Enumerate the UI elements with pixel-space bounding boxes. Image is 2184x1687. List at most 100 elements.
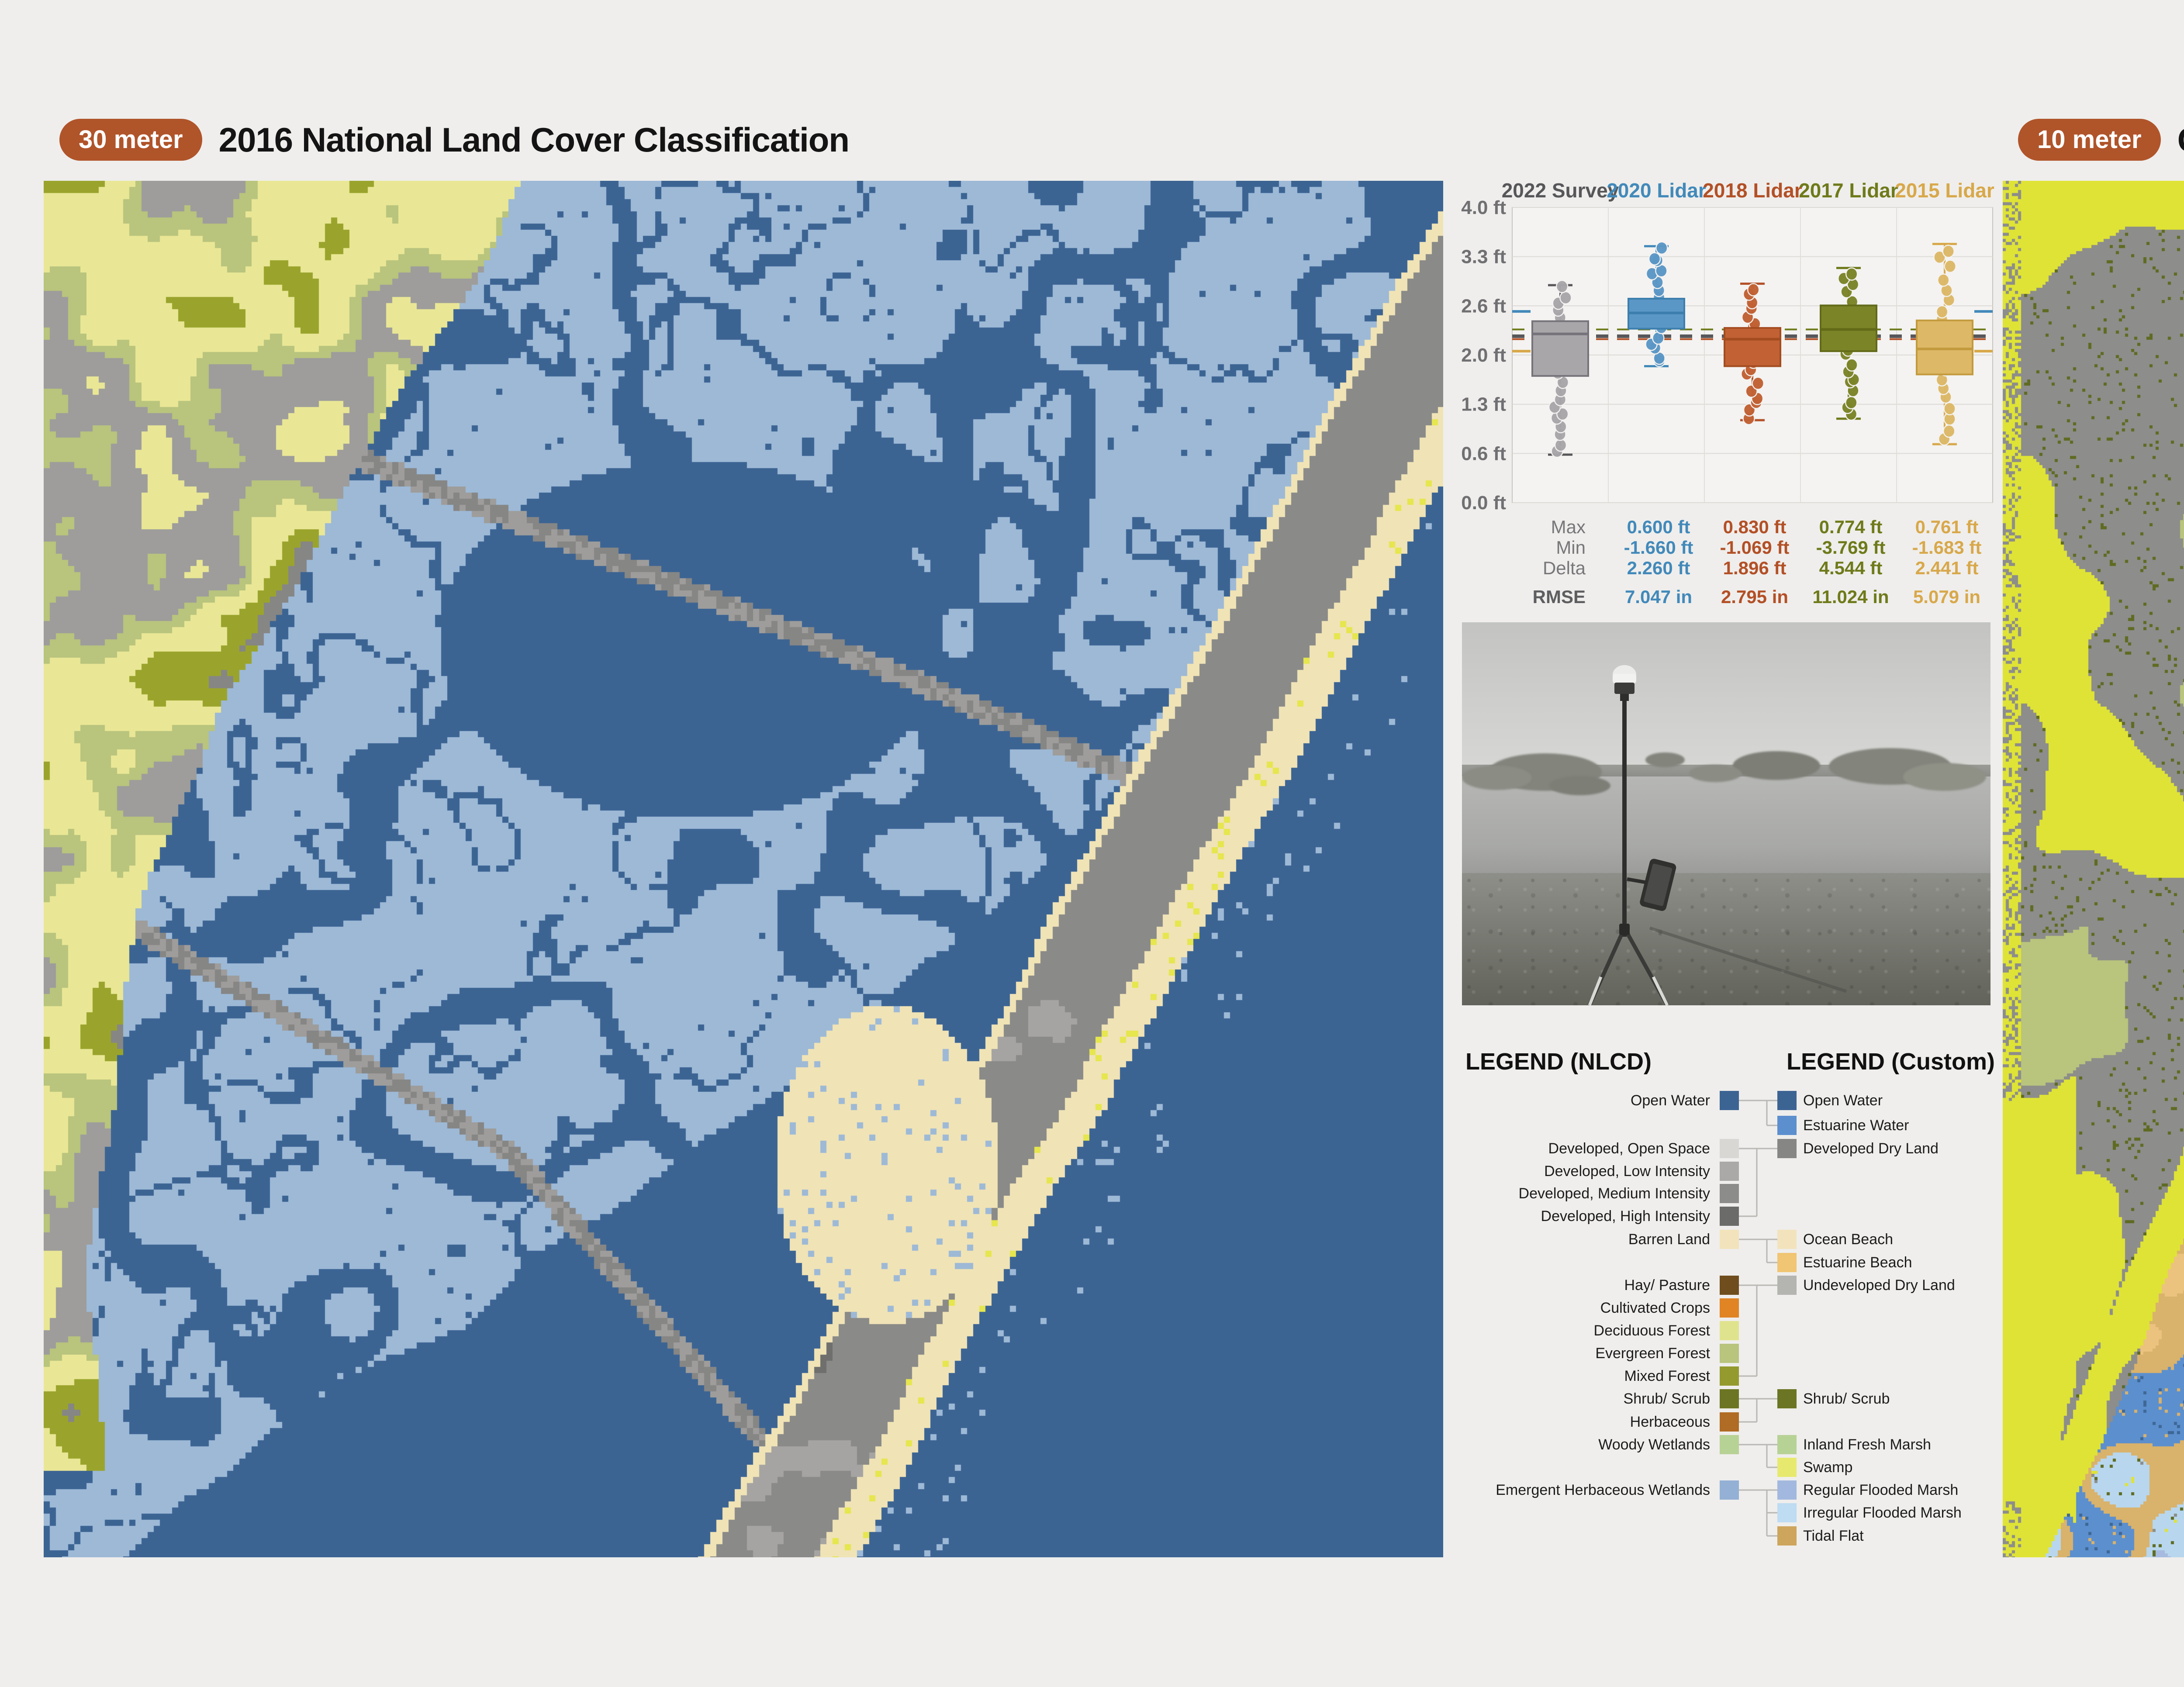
legend-custom-item: Regular Flooded Marsh [1455,1480,2001,1500]
legend-label: Cultivated Crops [1600,1300,1710,1316]
elevation-boxplot: 0.0 ft 0.6 ft 1.3 ft 2.0 ft 2.6 ft 3.3 ft 4.0 … [1455,175,2001,515]
stats-value: -1.660 ft [1624,537,1693,558]
legend-label: Shrub/ Scrub [1803,1390,1890,1407]
legend-swatch [1777,1139,1797,1158]
legend-label: Shrub/ Scrub [1623,1390,1710,1407]
legend-swatch [1777,1389,1797,1408]
legend-swatch [1777,1480,1797,1500]
legend-swatch [1777,1435,1797,1454]
legend-label: Open Water [1803,1092,1883,1109]
stats-row-label: RMSE [1532,586,1586,607]
photo-water [1462,776,1990,876]
y-axis-tick-label: 2.0 ft [1461,345,1506,366]
stats-value: 2.795 in [1721,586,1789,607]
nlcd-land-cover-map [44,181,1443,1557]
legend-nlcd-item: Emergent Herbaceous Wetlands [1455,1480,1743,1500]
box-2022-survey [1531,320,1589,377]
legend-swatch [1720,1230,1739,1249]
legend-swatch [1720,1091,1739,1110]
legend-label: Regular Flooded Marsh [1803,1482,1959,1498]
stats-value: -1.683 ft [1912,537,1982,558]
legend-nlcd-item: Mixed Forest [1455,1366,1743,1386]
field-survey-photo [1462,622,1990,1005]
legend-custom-item: Ocean Beach [1455,1230,2001,1249]
stats-table: Max 0.600 ft 0.830 ft 0.774 ft 0.761 ft Min -1… [1455,515,2001,620]
boxplot-series-header: 2017 Lidar [1799,179,1898,202]
legend-swatch [1720,1162,1739,1181]
legend-swatch [1777,1276,1797,1295]
nlcd-map-canvas [44,181,1443,1557]
stats-value: 1.896 ft [1723,558,1787,578]
stats-row-label: Delta [1542,558,1586,578]
y-axis-tick-label: 3.3 ft [1461,246,1506,268]
legend-block: LEGEND (NLCD) LEGEND (Custom) Open Water… [1455,1039,2001,1585]
right-panel-header: 10 meter Custom UAV Land Cover Classific… [2018,119,2184,161]
legend-label: Swamp [1803,1459,1853,1476]
stats-row-rmse: RMSE 7.047 in 2.795 in 11.024 in 5.079 in [1455,587,2001,607]
stats-value: 0.830 ft [1723,517,1787,537]
photo-sky [1462,622,1990,768]
stats-value: 2.260 ft [1627,558,1690,578]
legend-custom-item: Open Water [1455,1091,2001,1110]
legend-swatch [1777,1458,1797,1477]
legend-label: Herbaceous [1630,1414,1710,1430]
legend-custom-item: Estuarine Beach [1455,1253,2001,1272]
legend-custom-item: Estuarine Water [1455,1116,2001,1135]
legend-nlcd-item: Hay/ Pasture [1455,1276,1743,1295]
legend-nlcd-item: Developed, Medium Intensity [1455,1184,1743,1203]
legend-swatch [1720,1366,1739,1386]
legend-nlcd-item: Evergreen Forest [1455,1344,1743,1363]
legend-swatch [1777,1116,1797,1135]
stats-value: 11.024 in [1812,586,1889,607]
legend-swatch [1720,1344,1739,1363]
grass-clump [1549,776,1610,795]
legend-nlcd-title: LEGEND (NLCD) [1465,1049,1652,1075]
legend-nlcd-item: Developed, Open Space [1455,1139,1743,1158]
legend-label: Inland Fresh Marsh [1803,1436,1931,1453]
stats-row-delta: Delta 2.260 ft 1.896 ft 4.544 ft 2.441 ft [1455,558,2001,578]
stats-value: 7.047 in [1624,586,1693,607]
legend-custom-item: Undeveloped Dry Land [1455,1276,2001,1295]
stats-value: 5.079 in [1913,586,1981,607]
legend-swatch [1777,1091,1797,1110]
box-2015-lidar [1916,319,1973,376]
legend-label: Estuarine Beach [1803,1254,1912,1271]
y-axis-tick-label: 0.6 ft [1461,443,1506,464]
stats-value: -3.769 ft [1816,537,1886,558]
legend-nlcd-item: Developed, High Intensity [1455,1207,1743,1226]
right-panel-title: Custom UAV Land Cover Classification [2177,120,2184,160]
y-axis-tick-label: 4.0 ft [1461,197,1506,218]
legend-label: Open Water [1630,1092,1710,1109]
legend-label: Developed, Medium Intensity [1518,1185,1710,1202]
legend-swatch [1720,1435,1739,1454]
stats-value: -1.069 ft [1720,537,1790,558]
custom-uav-land-cover-map [2003,181,2184,1557]
legend-custom-item: Swamp [1455,1458,2001,1477]
legend-label: Estuarine Water [1803,1117,1909,1134]
legend-label: Hay/ Pasture [1624,1277,1710,1294]
legend-connector-lines [1739,1100,1777,1537]
legend-custom-item: Tidal Flat [1455,1526,2001,1546]
legend-custom-item: Shrub/ Scrub [1455,1389,2001,1408]
legend-swatch [1720,1207,1739,1226]
legend-label: Irregular Flooded Marsh [1803,1504,1962,1521]
legend-label: Ocean Beach [1803,1231,1894,1248]
legend-label: Woody Wetlands [1598,1436,1710,1453]
stats-row-min: Min -1.660 ft -1.069 ft -3.769 ft -1.683 ft [1455,538,2001,558]
legend-nlcd-item: Deciduous Forest [1455,1321,1743,1340]
custom-map-canvas [2003,181,2184,1557]
stats-value: 2.441 ft [1915,558,1979,578]
legend-swatch [1720,1276,1739,1295]
legend-swatch [1720,1480,1739,1500]
legend-swatch [1720,1321,1739,1340]
legend-custom-item: Inland Fresh Marsh [1455,1435,2001,1454]
legend-label: Evergreen Forest [1595,1345,1710,1362]
grass-clump [1645,752,1685,767]
grass-clump [1689,765,1742,782]
boxplot-series-header: 2022 Survey [1502,179,1619,202]
y-axis-tick-label: 2.6 ft [1461,295,1506,317]
legend-label: Developed Dry Land [1803,1140,1939,1157]
photo-mudflat [1462,873,1990,1005]
legend-nlcd-item: Shrub/ Scrub [1455,1389,1743,1408]
